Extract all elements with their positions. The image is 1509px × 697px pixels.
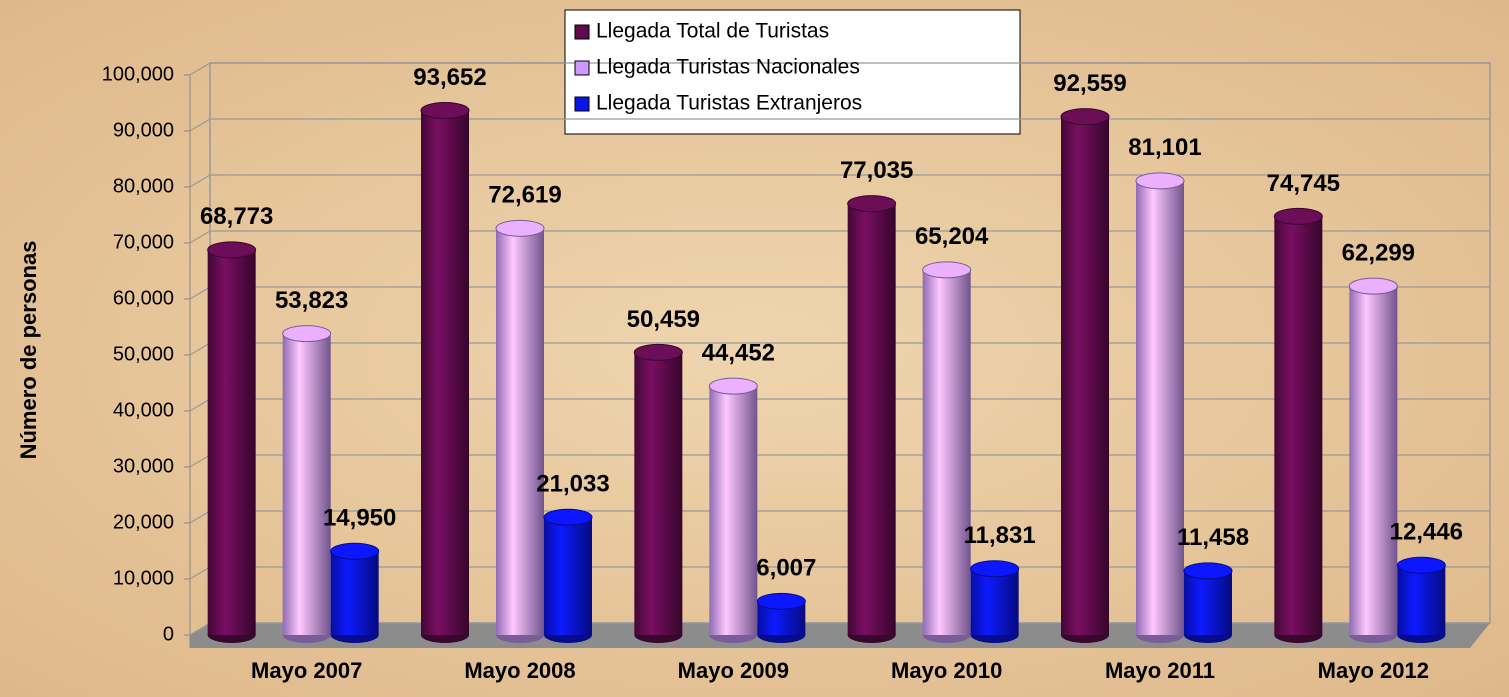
bar-group	[847, 195, 897, 643]
bar-group	[1396, 556, 1446, 643]
x-tick-label: Mayo 2010	[891, 658, 1002, 683]
y-tick-label: 70,000	[113, 231, 174, 253]
y-tick-label: 20,000	[113, 511, 174, 533]
y-tick-label: 60,000	[113, 287, 174, 309]
data-label: 50,459	[627, 306, 700, 333]
bar-group	[1348, 277, 1398, 643]
bar	[421, 110, 469, 635]
x-tick-label: Mayo 2007	[251, 658, 362, 683]
bar-group	[330, 542, 380, 643]
y-tick-label: 100,000	[102, 63, 174, 85]
bar	[1061, 116, 1109, 635]
bar-top	[207, 241, 257, 259]
bar-top	[1348, 277, 1398, 295]
bar-top	[420, 102, 470, 120]
bar	[922, 269, 971, 635]
bar	[544, 517, 592, 635]
y-tick-label: 50,000	[113, 343, 174, 365]
legend	[564, 9, 1021, 135]
x-tick-label: Mayo 2011	[1105, 658, 1215, 683]
bar-top	[543, 508, 593, 526]
y-axis-label: Número de personas	[16, 241, 41, 460]
data-label: 68,773	[200, 203, 273, 230]
bar-top	[495, 219, 545, 237]
bar-group	[1135, 172, 1185, 643]
bar-top	[330, 542, 380, 560]
data-label: 11,831	[964, 522, 1036, 549]
bar-group	[1273, 207, 1323, 643]
bar	[847, 203, 896, 635]
bar	[1184, 570, 1232, 635]
data-label: 6,007	[756, 555, 816, 582]
legend-swatch	[574, 96, 590, 112]
data-label: 74,745	[1267, 170, 1340, 197]
bar	[634, 352, 683, 635]
bar-group	[543, 508, 593, 643]
data-label: 93,652	[413, 64, 486, 91]
y-tick-label: 90,000	[113, 119, 174, 141]
bar	[207, 249, 256, 635]
x-tick-label: Mayo 2009	[678, 658, 789, 683]
data-label: 12,446	[1390, 519, 1463, 546]
y-tick-label: 80,000	[113, 175, 174, 197]
data-label: 14,950	[323, 505, 396, 532]
data-label: 77,035	[840, 157, 913, 184]
bar	[282, 333, 331, 635]
data-label: 72,619	[488, 182, 561, 209]
bar-top	[1135, 172, 1185, 190]
bar	[330, 551, 379, 635]
y-tick-label: 10,000	[113, 567, 174, 589]
bar-group	[420, 102, 470, 643]
bar-top	[633, 343, 683, 361]
legend-label: Llegada Total de Turistas	[596, 20, 829, 43]
bar	[1397, 565, 1446, 635]
bar-group	[970, 560, 1020, 643]
bar-top	[282, 325, 332, 343]
bar	[1274, 216, 1323, 636]
y-tick-label: 0	[163, 623, 174, 645]
bar-top	[1183, 562, 1233, 580]
data-label: 53,823	[275, 287, 348, 314]
bar	[709, 386, 758, 635]
grid-line	[189, 62, 1490, 76]
bar-group	[1183, 562, 1233, 643]
bar-group	[756, 592, 806, 643]
bar-group	[708, 377, 758, 643]
bar	[970, 568, 1019, 635]
bar-top	[708, 377, 758, 395]
bar-top	[1396, 556, 1446, 574]
bar-group	[633, 343, 683, 643]
bar	[1349, 286, 1398, 635]
data-label: 21,033	[536, 471, 609, 498]
legend-label: Llegada Turistas Nacionales	[596, 56, 860, 79]
bar-top	[847, 195, 897, 213]
bar-group	[207, 241, 257, 643]
data-label: 65,204	[915, 223, 989, 250]
bar-top	[756, 592, 806, 610]
x-tick-label: Mayo 2008	[464, 658, 575, 683]
legend-label: Llegada Turistas Extranjeros	[596, 92, 862, 115]
bar-group	[1060, 108, 1110, 643]
bar	[496, 228, 544, 635]
data-label: 44,452	[702, 339, 775, 366]
data-label: 81,101	[1128, 134, 1201, 161]
bar-group	[495, 219, 545, 643]
bar-top	[970, 560, 1020, 578]
legend-swatch	[574, 60, 590, 76]
x-tick-label: Mayo 2012	[1318, 658, 1429, 683]
bar-top	[1273, 207, 1323, 225]
data-label: 11,458	[1177, 524, 1249, 551]
bar-group	[922, 261, 972, 643]
bar-top	[922, 261, 972, 279]
y-tick-label: 30,000	[113, 455, 174, 477]
legend-swatch	[574, 24, 590, 40]
data-label: 92,559	[1053, 70, 1126, 97]
bar-top	[1060, 108, 1110, 126]
data-label: 62,299	[1342, 239, 1415, 266]
y-tick-label: 40,000	[113, 399, 174, 421]
bar-group	[282, 325, 332, 643]
bar	[1136, 180, 1184, 635]
